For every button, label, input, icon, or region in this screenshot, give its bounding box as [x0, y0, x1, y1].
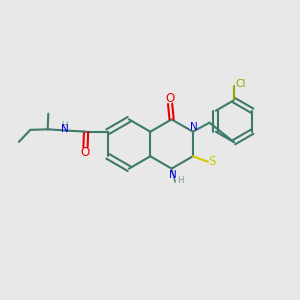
- Text: Cl: Cl: [236, 79, 246, 89]
- Text: N: N: [61, 124, 69, 134]
- Text: O: O: [81, 146, 90, 159]
- Text: N: N: [169, 170, 177, 180]
- Text: H: H: [61, 121, 68, 130]
- Text: H: H: [177, 176, 183, 185]
- Text: S: S: [209, 154, 216, 168]
- Text: O: O: [166, 92, 175, 106]
- Text: N: N: [190, 122, 198, 132]
